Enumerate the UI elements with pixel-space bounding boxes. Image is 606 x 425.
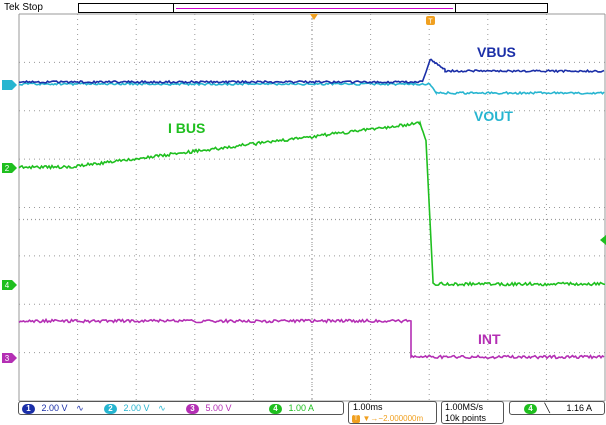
ch1-bandwidth-icon: ∿ (76, 403, 84, 413)
horizontal-center-marker (310, 14, 318, 20)
ch1-badge[interactable]: 1 (22, 404, 35, 414)
ch2-bandwidth-icon: ∿ (158, 403, 166, 413)
vout-waveform (19, 83, 604, 94)
vbus-label: VBUS (477, 44, 516, 60)
int-label: INT (478, 331, 501, 347)
svg-text:T: T (428, 19, 433, 26)
trigger-source-badge: 4 (524, 404, 537, 414)
trigger-t-icon: T (352, 415, 360, 423)
timebase-box[interactable]: 1.00ms T ▼→−2.000000m (348, 401, 437, 424)
vout-label: VOUT (474, 108, 513, 124)
ch4-badge[interactable]: 4 (269, 404, 282, 414)
graticule (19, 14, 605, 401)
ch2-ground-marker[interactable]: 2 (2, 163, 17, 173)
svg-text:2: 2 (5, 164, 10, 173)
ch3-scale: 5.00 V (206, 403, 232, 413)
record-points: 10k points (445, 413, 486, 423)
sample-rate: 1.00MS/s (445, 402, 483, 412)
trigger-position-marker[interactable]: T (426, 16, 435, 26)
ch4-scale: 1.00 A (289, 403, 315, 413)
timebase-scale: 1.00ms (353, 402, 383, 412)
trigger-position: ▼→−2.000000m (363, 414, 424, 423)
svg-text:3: 3 (5, 354, 10, 363)
vertical-settings-box[interactable]: 1 2.00 V ∿ 2 2.00 V ∿ 3 5.00 V 4 1.00 A (18, 401, 344, 415)
ch2-scale: 2.00 V (124, 403, 150, 413)
ch3-ground-marker[interactable]: 3 (2, 353, 17, 363)
ibus-label: I BUS (168, 120, 205, 136)
trigger-level-marker[interactable] (600, 235, 606, 245)
acquisition-box[interactable]: 1.00MS/s 10k points (441, 401, 504, 424)
falling-edge-icon: ╲ (545, 403, 550, 413)
ch2-badge[interactable]: 2 (104, 404, 117, 414)
svg-text:4: 4 (5, 281, 10, 290)
trigger-level: 1.16 A (566, 403, 592, 413)
trigger-box[interactable]: 4 ╲ 1.16 A (509, 401, 605, 415)
status-bar: 1 2.00 V ∿ 2 2.00 V ∿ 3 5.00 V 4 1.00 A … (0, 400, 606, 425)
ch1-scale: 2.00 V (42, 403, 68, 413)
ch1-ground-marker[interactable] (2, 80, 17, 90)
ch4-ground-marker[interactable]: 4 (2, 280, 17, 290)
ch3-badge[interactable]: 3 (186, 404, 199, 414)
